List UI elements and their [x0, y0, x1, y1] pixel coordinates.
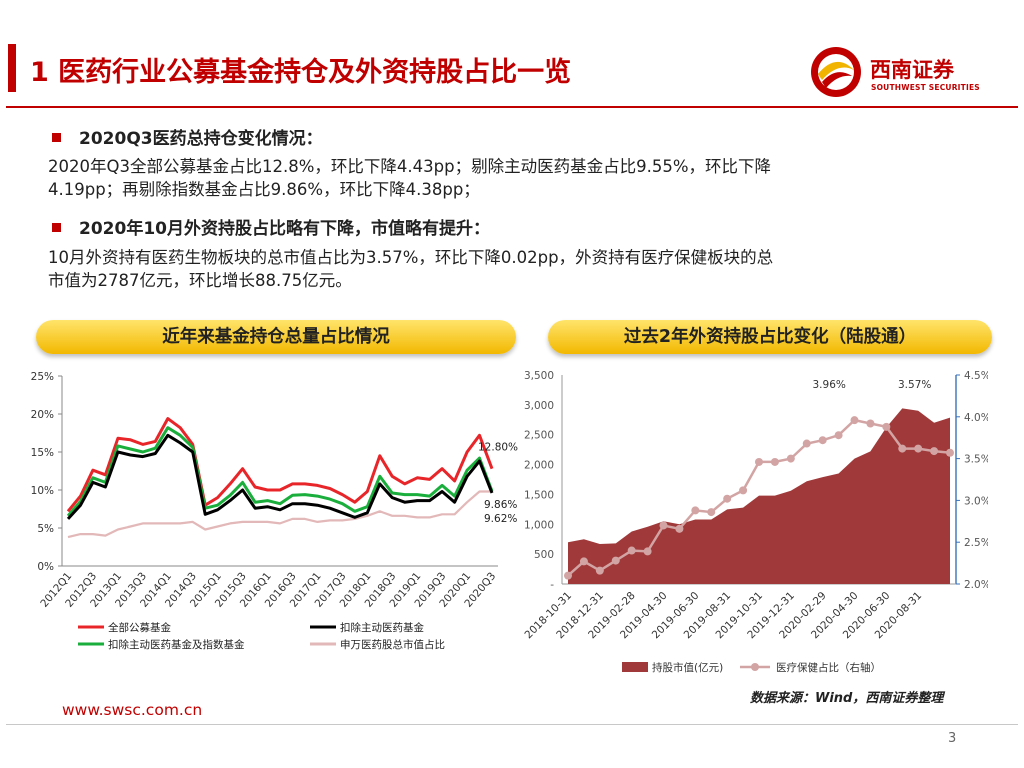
ratio-point: [786, 454, 795, 463]
y-tick-label: 5%: [37, 523, 54, 535]
bullet-square-icon: [52, 222, 61, 232]
ratio-point: [898, 444, 907, 453]
ratio-point: [834, 431, 843, 440]
ratio-point: [755, 457, 763, 466]
ratio-point: [611, 556, 620, 565]
legend-label: 医疗保健占比（右轴）: [776, 661, 881, 674]
company-logo: 西南证券 SOUTHWEST SECURITIES: [808, 44, 988, 100]
legend-label: 全部公募基金: [108, 621, 171, 634]
y-tick-label: 0%: [37, 561, 54, 573]
y-right-tick-label: 3.5%: [964, 454, 988, 466]
ratio-point: [946, 448, 954, 457]
ratio-point: [818, 436, 827, 445]
logo-emblem-icon: [811, 47, 861, 97]
y-tick-label: 15%: [31, 447, 54, 459]
footer-divider: [6, 724, 1018, 725]
logo-name: 西南证券: [870, 57, 954, 82]
series-line: [66, 433, 494, 520]
left-chart-title: 近年来基金持仓总量占比情况: [36, 320, 516, 354]
data-label: 9.62%: [484, 513, 517, 525]
right-chart-title: 过去2年外资持股占比变化（陆股通）: [548, 320, 992, 354]
ratio-point: [627, 546, 636, 555]
series-line: [66, 417, 494, 513]
y-left-tick-label: 1,500: [524, 489, 554, 501]
ratio-point: [659, 521, 668, 530]
legend-label: 申万医药股总市值占比: [340, 638, 445, 651]
ratio-point: [579, 557, 588, 566]
data-label: 12.80%: [478, 442, 518, 454]
holding-value-area: [568, 408, 950, 584]
section-heading: 2020Q3医药总持仓变化情况：: [52, 124, 323, 149]
ratio-point: [866, 419, 875, 428]
y-left-tick-label: -: [550, 579, 554, 591]
y-left-tick-label: 3,000: [524, 400, 554, 412]
data-label: 3.96%: [813, 379, 846, 391]
y-right-tick-label: 3.0%: [964, 495, 988, 507]
y-tick-label: 20%: [31, 409, 54, 421]
y-right-tick-label: 4.0%: [964, 412, 988, 424]
header-divider: [6, 106, 1018, 108]
page-title: 1 医药行业公募基金持仓及外资持股占比一览: [30, 57, 572, 88]
logo-english-name: SOUTHWEST SECURITIES: [871, 83, 980, 92]
legend-marker: [751, 663, 759, 671]
y-right-tick-label: 2.0%: [964, 579, 988, 591]
legend-label: 扣除主动医药基金: [340, 621, 424, 634]
data-source: 数据来源：Wind，西南证券整理: [750, 691, 944, 706]
data-label: 9.86%: [484, 499, 517, 511]
y-right-tick-label: 2.5%: [964, 537, 988, 549]
bullet-square-icon: [52, 132, 61, 142]
fund-holding-chart: 0%5%10%15%20%25%2012Q12012Q32013Q12013Q3…: [31, 371, 518, 651]
ratio-point: [770, 457, 779, 466]
y-left-tick-label: 500: [534, 549, 554, 561]
ratio-point: [723, 494, 732, 503]
series-line: [66, 426, 494, 517]
title-accent-bar: [8, 44, 16, 92]
section-paragraph: 2020年Q3全部公募基金占比12.8%，环比下降4.43pp；剔除主动医药基金…: [48, 157, 771, 199]
ratio-point: [675, 524, 684, 533]
ratio-point: [882, 422, 891, 431]
y-right-tick-label: 4.5%: [964, 370, 988, 382]
legend-label: 持股市值(亿元): [652, 661, 723, 674]
y-left-tick-label: 2,000: [524, 460, 554, 472]
ratio-point: [691, 506, 700, 515]
footer-url[interactable]: www.swsc.com.cn: [62, 701, 203, 719]
foreign-holding-chart: - 500 1,000 1,500 2,000 2,500 3,000 3,500 2.0% 2.…: [522, 370, 988, 674]
legend-swatch: [622, 662, 648, 672]
series-line: [67, 490, 492, 539]
y-tick-label: 25%: [31, 371, 54, 383]
ratio-point: [595, 566, 604, 575]
ratio-point: [707, 508, 716, 517]
legend-label: 扣除主动医药基金及指数基金: [108, 638, 245, 651]
ratio-point: [930, 447, 939, 456]
y-tick-label: 10%: [31, 485, 54, 497]
page-number: 3: [948, 731, 957, 746]
ratio-point: [564, 571, 572, 580]
section-heading: 2020年10月外资持股占比略有下降，市值略有提升：: [52, 214, 490, 239]
ratio-point: [914, 444, 923, 453]
data-label: 3.57%: [898, 379, 931, 391]
y-left-tick-label: 2,500: [524, 430, 554, 442]
y-left-tick-label: 3,500: [524, 370, 554, 382]
ratio-point: [850, 416, 859, 425]
ratio-point: [643, 547, 652, 556]
section-paragraph: 10月外资持有医药生物板块的总市值占比为3.57%，环比下降0.02pp，外资持…: [48, 248, 774, 290]
y-left-tick-label: 1,000: [524, 519, 554, 531]
ratio-point: [802, 439, 811, 448]
ratio-point: [739, 486, 748, 495]
